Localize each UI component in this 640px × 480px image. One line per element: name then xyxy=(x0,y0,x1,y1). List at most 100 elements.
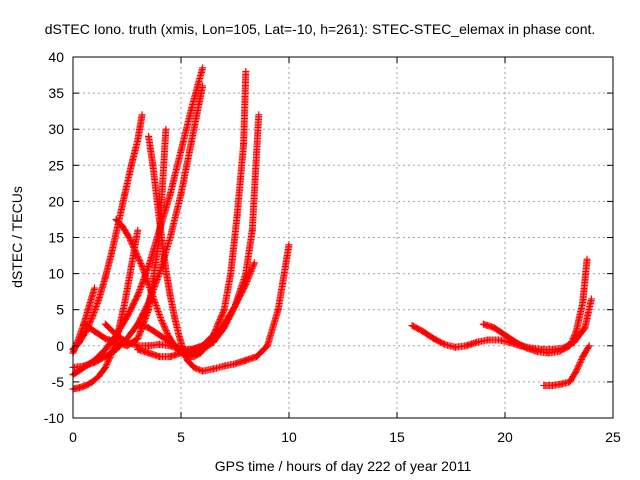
data-point xyxy=(166,338,174,346)
data-point xyxy=(119,223,127,231)
data-point xyxy=(145,349,153,357)
data-point xyxy=(145,342,153,350)
data-point xyxy=(233,212,241,220)
data-point xyxy=(408,322,416,330)
data-point xyxy=(484,336,492,344)
data-point xyxy=(479,320,487,328)
data-point xyxy=(227,270,235,278)
data-point xyxy=(566,342,574,350)
data-point xyxy=(242,356,250,364)
data-point xyxy=(285,241,293,249)
data-point xyxy=(134,226,142,234)
data-point xyxy=(199,367,207,375)
data-series-14 xyxy=(540,342,593,390)
x-tick-label: 0 xyxy=(69,429,77,445)
data-point xyxy=(585,342,593,350)
data-point xyxy=(501,331,509,339)
data-point xyxy=(127,262,135,270)
data-point xyxy=(248,226,256,234)
data-point xyxy=(572,367,580,375)
series-trace-1 xyxy=(69,112,146,353)
data-point xyxy=(149,161,157,169)
data-point xyxy=(583,255,591,263)
data-point xyxy=(199,64,207,72)
axis-ticks: 0 5 10 15 20 25 -10 -5 0 5 10 15 20 25 30 35 40 xyxy=(44,49,621,445)
data-point xyxy=(112,215,120,223)
y-tick-label: 40 xyxy=(48,49,64,65)
data-point xyxy=(166,291,174,299)
data-point xyxy=(75,384,83,392)
data-point xyxy=(183,356,191,364)
data-point xyxy=(145,324,153,332)
data-point xyxy=(158,317,166,325)
data-point xyxy=(101,320,109,328)
x-tick-label: 20 xyxy=(497,429,513,445)
data-point xyxy=(231,360,239,368)
data-point xyxy=(490,324,498,332)
data-point xyxy=(544,349,552,357)
data-point xyxy=(155,353,163,361)
x-axis-label: GPS time / hours of day 222 of year 2011 xyxy=(215,458,472,474)
data-point xyxy=(88,378,96,386)
data-point xyxy=(557,380,565,388)
data-point xyxy=(177,190,185,198)
y-axis-label: dSTEC / TECUs xyxy=(9,186,25,288)
data-point xyxy=(209,335,217,343)
data-point xyxy=(473,338,481,346)
data-point xyxy=(73,338,81,346)
y-tick-label: 0 xyxy=(56,338,64,354)
data-point xyxy=(430,335,438,343)
x-tick-label: 10 xyxy=(281,429,297,445)
data-point xyxy=(155,340,163,348)
data-point xyxy=(199,342,207,350)
data-series-13 xyxy=(479,255,591,357)
data-point xyxy=(155,331,163,339)
data-point xyxy=(231,302,239,310)
data-point xyxy=(127,161,135,169)
data-point xyxy=(255,111,263,119)
data-point xyxy=(91,358,99,366)
data-point xyxy=(451,343,459,351)
data-point xyxy=(123,342,131,350)
data-point xyxy=(540,382,548,390)
data-point xyxy=(250,259,258,267)
y-tick-label: 25 xyxy=(48,157,64,173)
data-point xyxy=(134,136,142,144)
data-point xyxy=(112,338,120,346)
data-point xyxy=(138,262,146,270)
y-tick-label: 20 xyxy=(48,193,64,209)
data-point xyxy=(145,306,153,314)
data-point xyxy=(145,262,153,270)
data-point xyxy=(495,336,503,344)
data-point xyxy=(88,313,96,321)
data-point xyxy=(175,331,183,339)
data-point xyxy=(101,353,109,361)
data-point xyxy=(512,338,520,346)
data-point xyxy=(155,234,163,241)
y-tick-label: -5 xyxy=(52,374,65,390)
data-point xyxy=(101,345,109,353)
data-series-7 xyxy=(145,132,293,375)
data-point xyxy=(134,335,142,343)
data-point xyxy=(188,104,196,112)
data-point xyxy=(82,382,90,390)
data-point xyxy=(121,190,129,198)
data-point xyxy=(190,363,198,371)
data-point xyxy=(125,234,133,241)
data-point xyxy=(566,378,574,386)
data-point xyxy=(91,284,99,292)
data-point xyxy=(112,345,120,353)
data-point xyxy=(80,320,88,328)
data-point xyxy=(91,327,99,335)
data-point xyxy=(462,342,470,350)
data-point xyxy=(242,280,250,288)
data-point xyxy=(95,372,103,380)
data-point xyxy=(579,298,587,306)
data-point xyxy=(549,382,557,390)
y-tick-label: 5 xyxy=(56,302,64,318)
data-point xyxy=(274,306,282,314)
data-point xyxy=(123,313,131,321)
data-point xyxy=(101,363,109,371)
y-tick-label: 10 xyxy=(48,266,64,282)
